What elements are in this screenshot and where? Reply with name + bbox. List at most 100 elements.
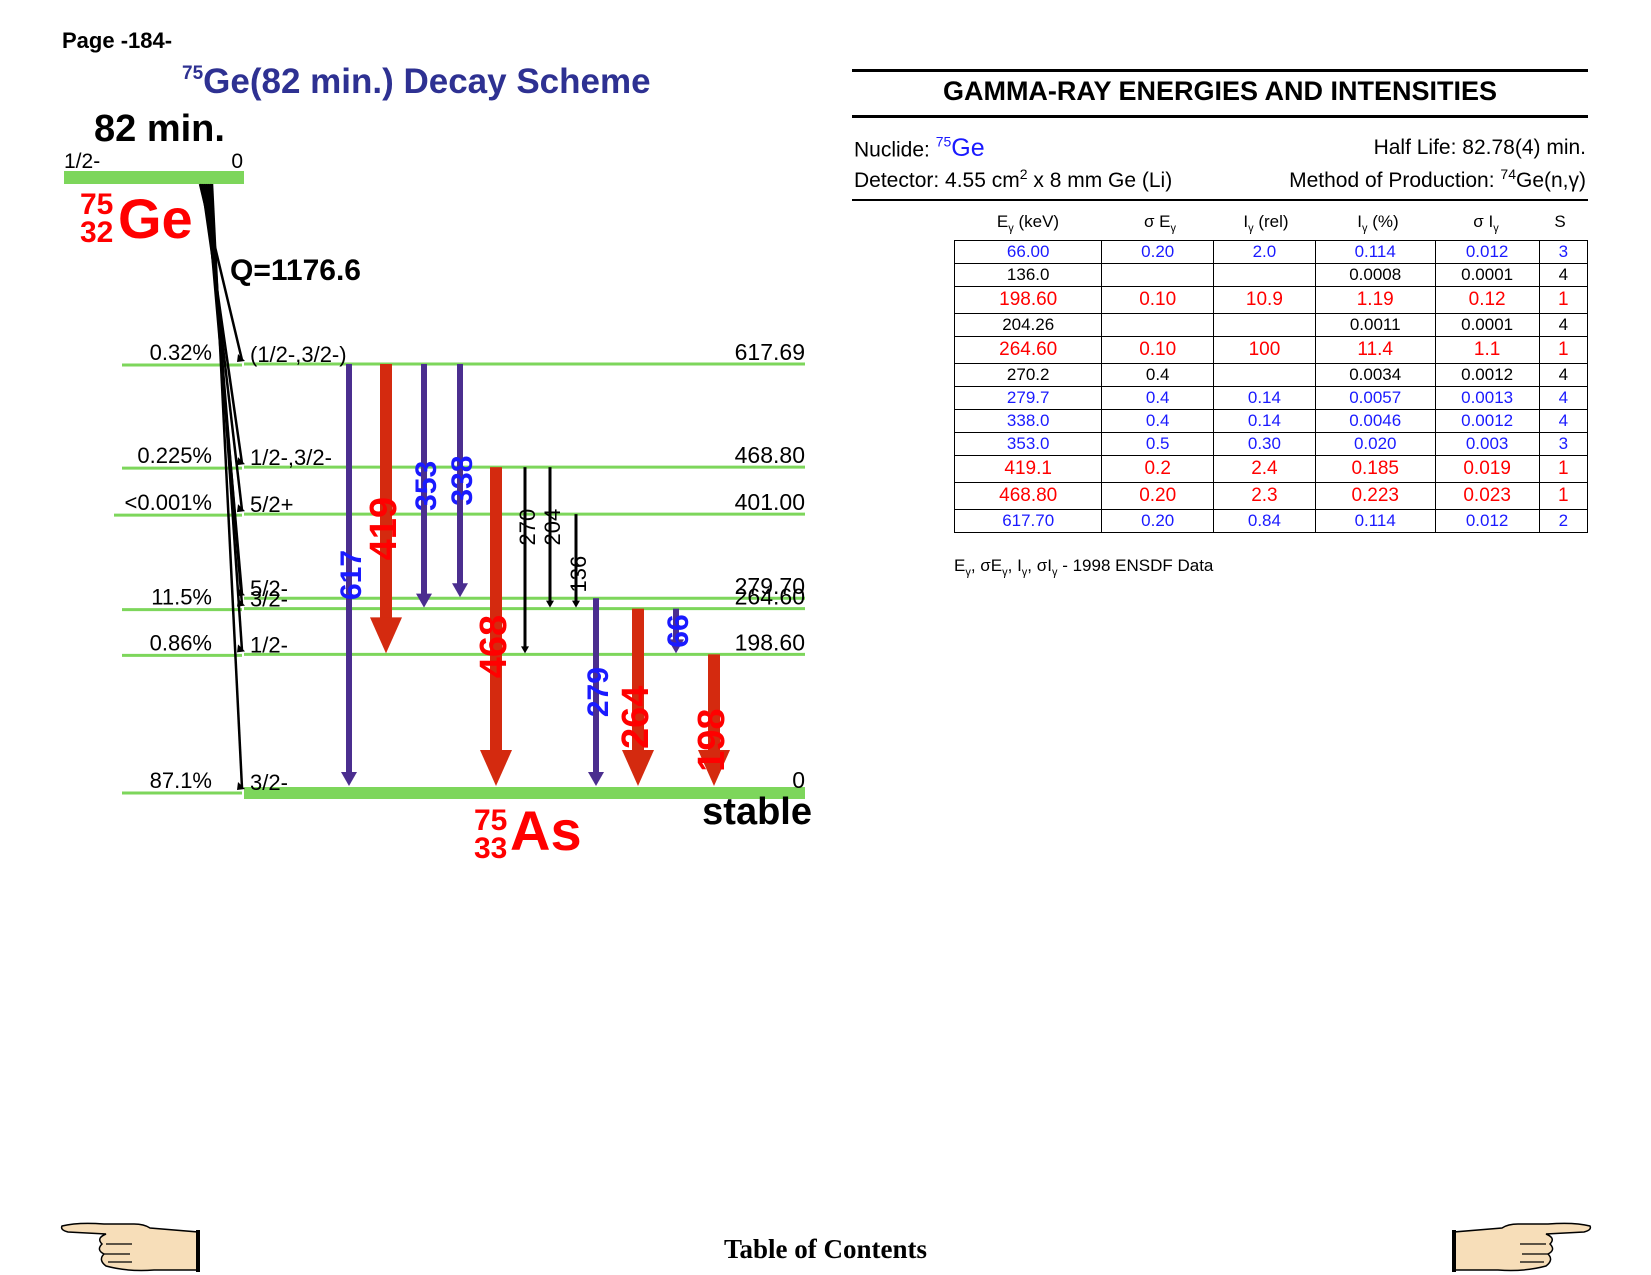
gamma-table-cell: 100 <box>1213 336 1316 364</box>
level-spin-label: (1/2-,3/2-) <box>250 342 347 367</box>
rule-top <box>852 69 1588 72</box>
gamma-energy-label: 270 <box>515 509 540 546</box>
q-value-label: Q=1176.6 <box>230 254 361 287</box>
detector-sup: 2 <box>1019 166 1028 182</box>
beta-arrowhead <box>237 504 245 513</box>
gamma-table-cell: 0.14 <box>1213 386 1316 410</box>
gamma-arrowhead <box>341 772 357 786</box>
page-label: Page -184- <box>62 28 173 53</box>
gamma-table-cell: 0.0012 <box>1434 363 1540 387</box>
gamma-arrowhead <box>480 750 512 786</box>
parent-level-line <box>64 171 244 184</box>
gamma-table-cell: 0.20 <box>1101 509 1215 533</box>
gamma-table-row: 279.7 0.4 0.14 0.0057 0.0013 4 <box>953 386 1589 410</box>
gamma-table-cell: 0.012 <box>1434 240 1540 264</box>
production-line: Method of Production: 74Ge(n,γ) <box>1289 166 1586 193</box>
title-text: Ge(82 min.) Decay Scheme <box>203 62 651 101</box>
gamma-table-cell: 4 <box>1538 386 1589 410</box>
gamma-table-cell: 1 <box>1538 336 1589 364</box>
gamma-table-cell: 1.19 <box>1314 286 1436 314</box>
gamma-table-cell <box>1213 313 1316 337</box>
gamma-table-row: 270.2 0.4 0.0034 0.0012 4 <box>953 363 1589 387</box>
gamma-table-row: 204.26 0.0011 0.0001 4 <box>953 313 1589 337</box>
gamma-table-cell: 0.20 <box>1101 240 1215 264</box>
gamma-arrow-shaft <box>632 608 644 752</box>
gamma-table-cell: 0.14 <box>1213 409 1316 433</box>
gamma-table-cell: 0.020 <box>1314 432 1436 456</box>
nuclide-symbol: Ge <box>951 134 985 163</box>
level-energy-label: 0 <box>792 767 805 793</box>
gamma-table-cell: 204.26 <box>953 313 1103 337</box>
parent-symbol: Ge <box>118 187 193 250</box>
gamma-table-cell: 0.0013 <box>1434 386 1540 410</box>
detector-line: Detector: 4.55 cm2 x 8 mm Ge (Li) <box>854 166 1172 193</box>
gamma-table-cell <box>1213 263 1316 287</box>
rule-bottom <box>852 199 1588 201</box>
gamma-arrow-shaft <box>708 654 720 752</box>
gamma-table-cell: 0.003 <box>1434 432 1540 456</box>
production-text-end: Ge(n,γ) <box>1515 169 1586 192</box>
gamma-arrowhead <box>622 750 654 786</box>
gamma-table-row: 617.70 0.20 0.84 0.114 0.012 2 <box>953 509 1589 533</box>
parent-half-life: 82 min. <box>94 108 225 150</box>
gamma-table-row: 468.80 0.20 2.3 0.223 0.023 1 <box>953 482 1589 510</box>
gamma-table-cell <box>1101 313 1215 337</box>
gamma-table-cell: 0.114 <box>1314 240 1436 264</box>
detector-text: Detector: 4.55 cm <box>854 169 1020 192</box>
level-energy-label: 198.60 <box>735 629 805 655</box>
gamma-arrow-shaft <box>380 364 392 620</box>
pointing-hand-left-icon[interactable] <box>58 1218 202 1274</box>
gamma-table-cell: 0.0057 <box>1314 386 1436 410</box>
gamma-table-cell: 270.2 <box>953 363 1103 387</box>
gamma-table-cell <box>1213 363 1316 387</box>
gamma-table-cell: 3 <box>1538 432 1589 456</box>
gamma-energy-label: 353 <box>410 461 443 511</box>
feeding-percent-label: <0.001% <box>125 490 212 515</box>
gamma-table-cell: 4 <box>1538 363 1589 387</box>
production-sup: 74 <box>1500 166 1516 182</box>
gamma-arrowhead <box>668 639 684 654</box>
gamma-table-cell: 0.0001 <box>1434 263 1540 287</box>
feeding-percent-label: 0.86% <box>150 630 212 655</box>
gamma-table-cell: 136.0 <box>953 263 1103 287</box>
gamma-table-cell: 0.0011 <box>1314 313 1436 337</box>
gamma-arrowhead <box>572 600 580 608</box>
level-energy-label: 279.70 <box>735 573 805 599</box>
level-spin-label: 1/2-,3/2- <box>250 445 332 470</box>
nuclide-label: Nuclide: <box>854 138 936 162</box>
gamma-table-cell: 264.60 <box>953 336 1103 364</box>
level-spin-label: 1/2- <box>250 632 288 657</box>
gamma-footnote: Eγ, σEγ, Iγ, σIγ - 1998 ENSDF Data <box>954 556 1214 579</box>
level-spin-label: 3/2- <box>250 770 288 795</box>
gamma-table-cell: 1 <box>1538 482 1589 510</box>
daughter-atomic-number: 33 <box>474 832 507 865</box>
gamma-table-row: 419.1 0.2 2.4 0.185 0.019 1 <box>953 455 1589 483</box>
parent-spin-label: 1/2- <box>64 150 100 173</box>
nuclide-mass: 75 <box>935 134 952 150</box>
gamma-table-column-header: Iγ (rel) <box>1243 212 1289 235</box>
gamma-table-column-header: Eγ (keV) <box>996 212 1060 235</box>
gamma-table-cell: 0.0001 <box>1434 313 1540 337</box>
gamma-table-row: 136.0 0.0008 0.0001 4 <box>953 263 1589 287</box>
beta-arrowhead <box>237 354 245 362</box>
parent-mass-number: 75 <box>80 188 113 221</box>
gamma-table-cell: 0.10 <box>1101 286 1215 314</box>
table-of-contents-link[interactable]: Table of Contents <box>724 1234 928 1264</box>
gamma-table-cell: 0.2 <box>1101 455 1215 483</box>
gamma-table-cell: 0.4 <box>1101 409 1215 433</box>
gamma-table-column-header: σ Eγ <box>1143 212 1177 235</box>
pointing-hand-right-icon[interactable] <box>1450 1218 1594 1274</box>
parent-atomic-number: 32 <box>80 216 113 249</box>
daughter-symbol: As <box>510 799 582 862</box>
gamma-energy-label: 338 <box>446 456 479 506</box>
gamma-table-cell: 0.114 <box>1314 509 1436 533</box>
gamma-table-cell: 10.9 <box>1213 286 1316 314</box>
gamma-energy-label: 468 <box>473 615 515 678</box>
gamma-table-cell: 0.84 <box>1213 509 1316 533</box>
level-spin-label: 5/2+ <box>250 492 293 517</box>
gamma-energy-label: 419 <box>363 497 405 560</box>
gamma-table-cell: 0.0008 <box>1314 263 1436 287</box>
gamma-arrowhead <box>370 617 402 654</box>
gamma-table-row: 66.00 0.20 2.0 0.114 0.012 3 <box>953 240 1589 264</box>
detector-text-end: x 8 mm Ge (Li) <box>1027 169 1173 192</box>
